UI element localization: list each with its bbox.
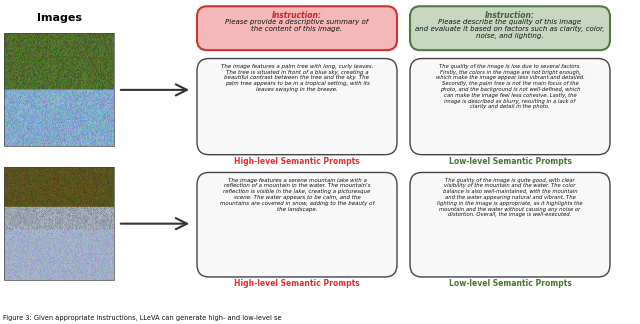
Text: High-level Semantic Prompts: High-level Semantic Prompts [234, 157, 360, 166]
Text: Figure 3: Given appropriate instructions, LLeVA can generate high- and low-level: Figure 3: Given appropriate instructions… [3, 315, 282, 321]
FancyBboxPatch shape [197, 59, 397, 155]
Text: Low-level Semantic Prompts: Low-level Semantic Prompts [449, 157, 572, 166]
Text: Images: Images [36, 13, 81, 23]
Text: Low-level Semantic Prompts: Low-level Semantic Prompts [449, 279, 572, 288]
Bar [4, 33, 114, 146]
FancyBboxPatch shape [410, 6, 610, 50]
Text: The image features a palm tree with long, curly leaves.
The tree is situated in : The image features a palm tree with long… [221, 64, 373, 92]
FancyBboxPatch shape [197, 172, 397, 277]
Text: High-level Semantic Prompts: High-level Semantic Prompts [234, 279, 360, 288]
Text: Instruction:: Instruction: [485, 11, 535, 20]
Text: Please provide a descriptive summary of
the content of this image.: Please provide a descriptive summary of … [225, 19, 369, 32]
Text: The quality of the image is low due to several factors.
Firstly, the colors in t: The quality of the image is low due to s… [436, 64, 584, 110]
Text: Instruction:: Instruction: [272, 11, 322, 20]
Text: The quality of the image is quite good, with clear
visibility of the mountain an: The quality of the image is quite good, … [437, 178, 583, 217]
FancyBboxPatch shape [410, 59, 610, 155]
Text: Please describe the quality of this image
and evaluate it based on factors such : Please describe the quality of this imag… [415, 19, 605, 39]
FancyBboxPatch shape [410, 172, 610, 277]
Text: The image features a serene mountain lake with a
reflection of a mountain in the: The image features a serene mountain lak… [220, 178, 374, 212]
FancyBboxPatch shape [197, 6, 397, 50]
Bar [4, 167, 114, 280]
